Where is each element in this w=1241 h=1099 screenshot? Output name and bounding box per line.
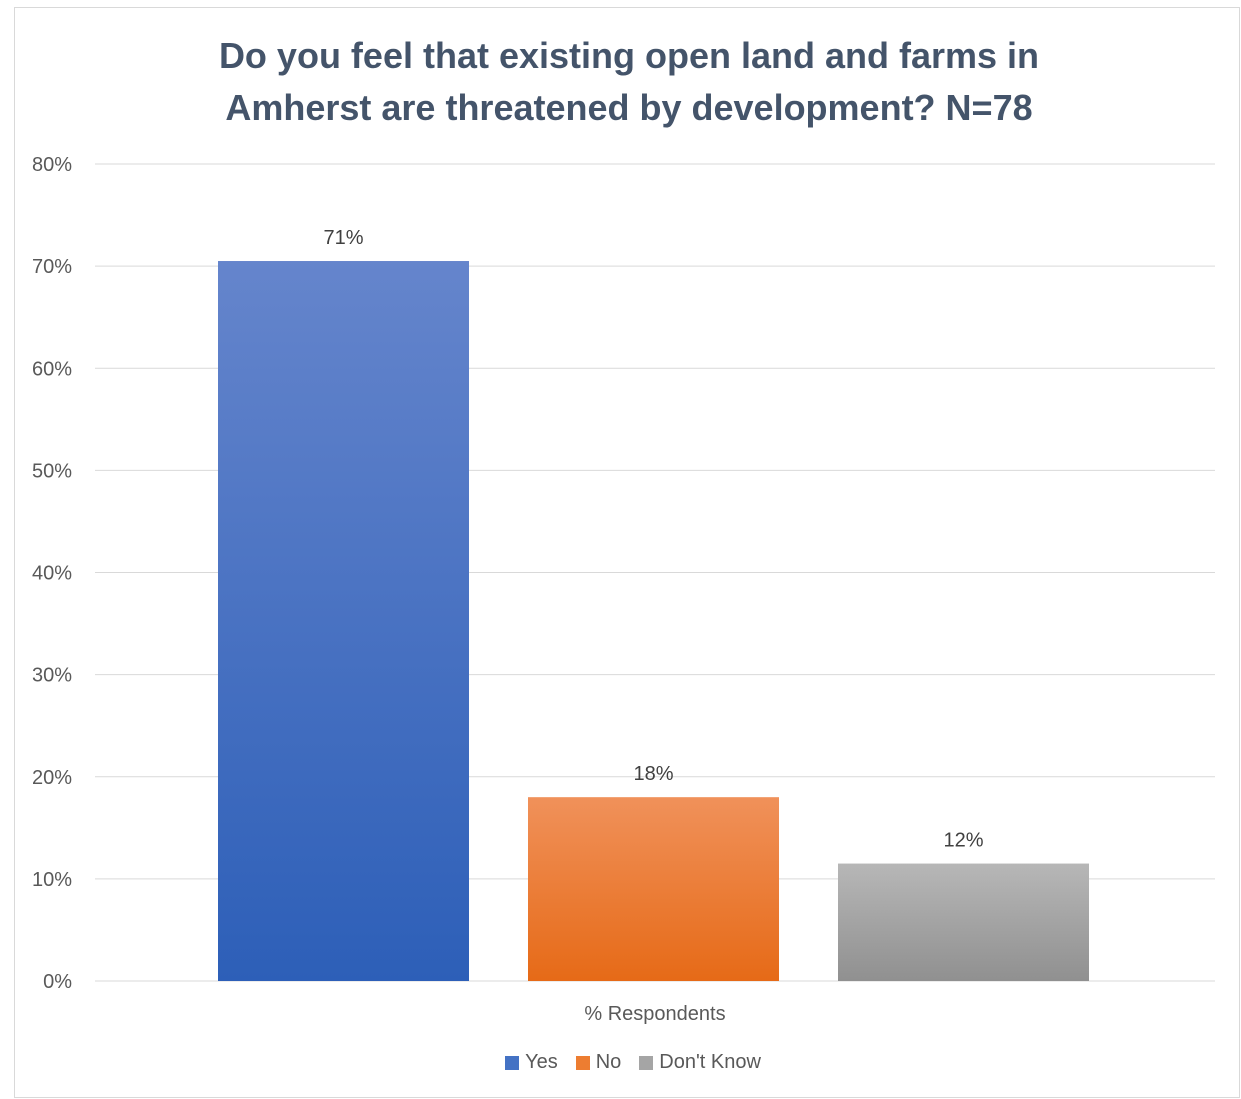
data-label-don-t-know: 12% bbox=[943, 830, 983, 852]
y-tick-label: 30% bbox=[32, 665, 72, 687]
legend-swatch bbox=[639, 1055, 654, 1070]
x-axis-category-label: % Respondents bbox=[584, 1003, 725, 1025]
bars bbox=[218, 261, 1089, 981]
chart-title-line-2: Amherst are threatened by development? N… bbox=[225, 87, 1033, 128]
y-tick-label: 20% bbox=[32, 767, 72, 789]
y-tick-label: 10% bbox=[32, 869, 72, 891]
data-labels: 71% 18% 12% bbox=[323, 227, 983, 852]
y-axis-tick-labels: 0% 10% 20% 30% 40% 50% 60% 70% 80% bbox=[32, 154, 72, 993]
legend: Yes No Don't Know bbox=[0, 1051, 1241, 1074]
legend-swatch bbox=[505, 1055, 520, 1070]
y-tick-label: 40% bbox=[32, 563, 72, 585]
legend-item-yes: Yes bbox=[505, 1051, 558, 1074]
y-tick-label: 70% bbox=[32, 256, 72, 278]
y-tick-label: 80% bbox=[32, 154, 72, 176]
legend-item-don-t-know: Don't Know bbox=[639, 1051, 761, 1074]
chart-title-line-1: Do you feel that existing open land and … bbox=[218, 35, 1040, 76]
data-label-no: 18% bbox=[633, 763, 673, 785]
chart-title: Do you feel that existing open land and … bbox=[0, 30, 1241, 134]
bar-don-t-know bbox=[838, 863, 1089, 981]
bar-yes bbox=[218, 261, 469, 981]
y-tick-label: 0% bbox=[43, 971, 72, 993]
y-tick-label: 50% bbox=[32, 460, 72, 482]
legend-label: No bbox=[595, 1051, 622, 1073]
legend-label: Yes bbox=[525, 1051, 558, 1073]
legend-label: Don't Know bbox=[659, 1051, 761, 1073]
bar-no bbox=[528, 797, 779, 981]
legend-swatch bbox=[575, 1055, 590, 1070]
legend-item-no: No bbox=[575, 1051, 622, 1074]
y-tick-label: 60% bbox=[32, 358, 72, 380]
data-label-yes: 71% bbox=[323, 227, 363, 249]
